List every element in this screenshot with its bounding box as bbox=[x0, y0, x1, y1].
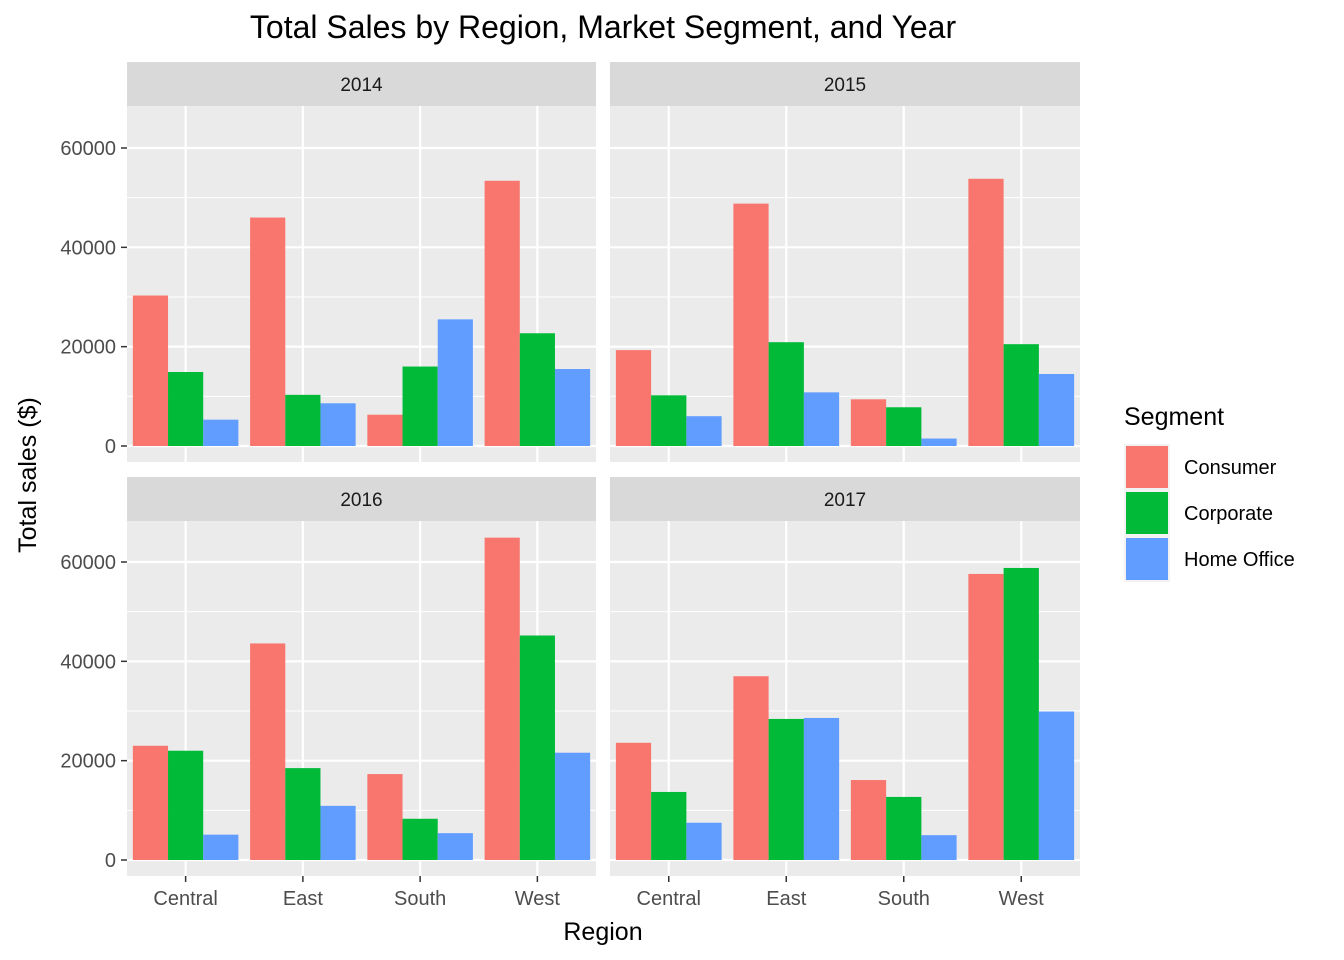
x-tick-label: East bbox=[766, 888, 806, 910]
bar-2016-west-corporate bbox=[519, 635, 555, 860]
x-tick-label: West bbox=[515, 888, 561, 910]
bar-2017-west-consumer bbox=[968, 573, 1004, 860]
bar-2014-south-consumer bbox=[367, 414, 403, 446]
x-tick-label: South bbox=[878, 888, 930, 910]
bar-2014-west-consumer bbox=[484, 180, 520, 446]
legend-key-swatch bbox=[1126, 446, 1168, 488]
bar-2014-central-corporate bbox=[168, 371, 204, 446]
y-tick-label: 0 bbox=[105, 436, 116, 458]
legend-entry-corporate: Corporate bbox=[1124, 490, 1273, 536]
bar-2015-west-consumer bbox=[968, 178, 1004, 446]
bar-2017-west-corporate bbox=[1003, 567, 1039, 860]
facet-strip bbox=[610, 477, 1080, 521]
y-tick-label: 40000 bbox=[60, 651, 116, 673]
bar-2016-central-corporate bbox=[168, 750, 204, 860]
legend-label: Corporate bbox=[1184, 503, 1273, 525]
legend-key-swatch bbox=[1126, 538, 1168, 580]
bar-2014-east-consumer bbox=[250, 217, 286, 446]
bar-2014-south-home-office bbox=[437, 319, 473, 446]
bar-2016-central-consumer bbox=[132, 745, 169, 860]
bar-2016-south-corporate bbox=[402, 818, 438, 860]
facet-panel-2017: 2017 Central East South West bbox=[610, 477, 1080, 910]
x-tick-label: Central bbox=[153, 888, 217, 910]
bar-2014-west-corporate bbox=[519, 333, 555, 446]
bar-2016-south-home-office bbox=[437, 833, 473, 860]
bar-2017-central-home-office bbox=[686, 822, 722, 860]
y-tick-label: 0 bbox=[105, 850, 116, 872]
facet-strip-label: 2016 bbox=[340, 490, 382, 511]
facet-strip-label: 2015 bbox=[824, 75, 866, 96]
legend-title: Segment bbox=[1124, 403, 1224, 431]
bar-2016-east-corporate bbox=[285, 768, 321, 860]
bar-2017-south-home-office bbox=[921, 835, 957, 860]
y-tick-label: 20000 bbox=[60, 751, 116, 773]
x-tick-label: South bbox=[394, 888, 446, 910]
bar-2017-south-corporate bbox=[886, 796, 922, 860]
bar-2015-south-home-office bbox=[921, 438, 957, 446]
bar-2015-south-corporate bbox=[886, 407, 922, 446]
y-axis-title: Total sales ($) bbox=[14, 397, 42, 553]
y-tick-label: 60000 bbox=[60, 552, 116, 574]
legend-key-swatch bbox=[1126, 492, 1168, 534]
bar-2017-east-home-office bbox=[803, 717, 840, 860]
legend-entry-home-office: Home Office bbox=[1124, 536, 1295, 582]
facet-panels: 2014 0 20000 40000 60000 2015 2016 0 20000 40000 6… bbox=[60, 62, 1080, 910]
bar-2015-central-consumer bbox=[615, 350, 652, 446]
bar-2016-west-home-office bbox=[554, 752, 591, 860]
facet-strip-label: 2017 bbox=[824, 490, 866, 511]
bar-2014-central-consumer bbox=[132, 295, 169, 446]
bar-2015-east-corporate bbox=[768, 342, 804, 446]
facet-strip bbox=[127, 477, 596, 521]
bar-2016-south-consumer bbox=[367, 774, 403, 860]
bar-2014-south-corporate bbox=[402, 366, 438, 446]
legend-entry-consumer: Consumer bbox=[1124, 444, 1277, 490]
facet-strip bbox=[610, 62, 1080, 106]
facet-strip bbox=[127, 62, 596, 106]
bar-2015-west-corporate bbox=[1003, 344, 1039, 446]
bar-2016-west-consumer bbox=[484, 537, 520, 860]
bar-2015-east-consumer bbox=[733, 203, 769, 446]
bar-2014-east-corporate bbox=[285, 394, 321, 446]
y-tick-label: 60000 bbox=[60, 138, 116, 160]
bar-2015-central-home-office bbox=[686, 416, 722, 446]
x-tick-label: West bbox=[999, 888, 1045, 910]
x-tick-label: Central bbox=[637, 888, 701, 910]
facet-strip-label: 2014 bbox=[340, 75, 383, 96]
bar-2017-central-consumer bbox=[615, 742, 652, 860]
bar-2015-south-consumer bbox=[850, 399, 887, 446]
facet-panel-2016: 2016 0 20000 40000 60000 Central East South West bbox=[60, 477, 596, 910]
legend-label: Consumer bbox=[1184, 457, 1277, 479]
bar-2016-east-home-office bbox=[320, 805, 356, 860]
bar-2015-west-home-office bbox=[1038, 373, 1075, 446]
bar-2014-west-home-office bbox=[554, 369, 591, 446]
bar-2017-south-consumer bbox=[850, 780, 887, 860]
y-tick-label: 20000 bbox=[60, 337, 116, 359]
x-tick-label: East bbox=[283, 888, 323, 910]
bar-2016-east-consumer bbox=[250, 643, 286, 860]
y-tick-label: 40000 bbox=[60, 237, 116, 259]
legend-label: Home Office bbox=[1184, 549, 1295, 571]
bar-2015-east-home-office bbox=[803, 392, 840, 446]
facet-panel-2014: 2014 0 20000 40000 60000 bbox=[60, 62, 596, 462]
bar-2017-central-corporate bbox=[651, 791, 687, 860]
facet-panel-2015: 2015 bbox=[610, 62, 1080, 462]
bar-2017-west-home-office bbox=[1038, 711, 1075, 860]
chart-title: Total Sales by Region, Market Segment, a… bbox=[250, 9, 957, 45]
legend: Segment Consumer Corporate Home Office bbox=[1124, 403, 1295, 582]
bar-2014-central-home-office bbox=[203, 419, 239, 446]
bar-2017-east-consumer bbox=[733, 676, 769, 860]
bar-2015-central-corporate bbox=[651, 395, 687, 446]
x-axis-title: Region bbox=[563, 918, 642, 946]
bar-2014-east-home-office bbox=[320, 403, 356, 446]
bar-2017-east-corporate bbox=[768, 718, 804, 860]
bar-2016-central-home-office bbox=[203, 834, 239, 860]
